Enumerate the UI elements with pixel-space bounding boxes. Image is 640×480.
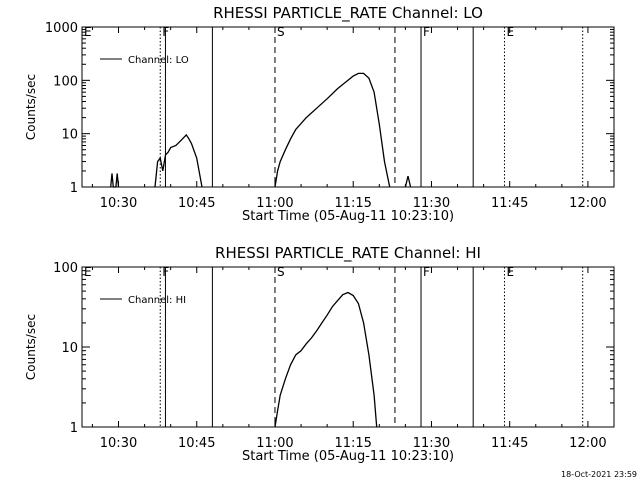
panel-0-x-tick-label: 12:00 <box>569 196 606 211</box>
panel-0-y-axis-label: Counts/sec <box>24 74 38 140</box>
panel-0-x-tick-label: 11:00 <box>256 196 293 211</box>
panel-1-x-tick-label: 11:45 <box>491 436 528 451</box>
panel-0-series-line <box>274 72 391 188</box>
panel-1-event-marker-label: F <box>423 265 430 279</box>
panel-0-x-tick-label: 10:30 <box>100 196 137 211</box>
panel-1-y-axis-label: Counts/sec <box>24 314 38 380</box>
panel-1-x-tick-label: 11:15 <box>334 436 371 451</box>
panel-0-event-marker-label: E <box>506 25 514 39</box>
panel-0-x-tick-label: 11:45 <box>491 196 528 211</box>
panel-1-series-line <box>274 291 378 428</box>
panel-1-legend-entry: Channel: HI <box>128 295 186 306</box>
panel-1-x-tick-label: 10:45 <box>178 436 215 451</box>
panel-0-legend-entry: Channel: LO <box>128 55 189 66</box>
panel-1-y-tick-label: 1 <box>70 421 78 436</box>
chart-panel-hi: RHESSI PARTICLE_RATE Channel: HI 10:30 10:… <box>24 244 615 464</box>
panel-0-chart-title: RHESSI PARTICLE_RATE Channel: LO <box>213 4 483 23</box>
panel-1-chart-title: RHESSI PARTICLE_RATE Channel: HI <box>215 244 481 263</box>
panel-1-y-tick-label: 100 <box>53 261 78 276</box>
panel-1-event-marker-label: S <box>277 265 285 279</box>
panel-1-x-tick-label: 10:30 <box>100 436 137 451</box>
panel-0-x-tick-label: 11:30 <box>413 196 450 211</box>
panel-0-series-line <box>110 173 120 188</box>
panel-0-y-tick-label: 10 <box>61 128 78 143</box>
panel-0-event-marker-label: E <box>84 25 92 39</box>
panel-0-event-marker-label: S <box>277 25 285 39</box>
panel-1-event-marker-label: E <box>84 265 92 279</box>
generation-timestamp: 18-Oct-2021 23:59 <box>561 470 637 479</box>
panel-0-y-tick-label: 1000 <box>45 21 78 36</box>
panel-0-series-line <box>154 133 203 188</box>
panel-0-y-tick-label: 1 <box>70 181 78 196</box>
panel-1-x-tick-label: 11:00 <box>256 436 293 451</box>
panel-1-plot-frame <box>81 266 615 428</box>
panel-0-series-line <box>404 175 412 188</box>
panel-0-event-marker-label: F <box>423 25 430 39</box>
panel-0-x-axis-label: Start Time (05-Aug-11 10:23:10) <box>242 209 454 224</box>
panel-0-y-tick-label: 100 <box>53 74 78 89</box>
chart-panel-lo: RHESSI PARTICLE_RATE Channel: LO 10:30 10:… <box>24 4 615 224</box>
panel-0-x-tick-label: 10:45 <box>178 196 215 211</box>
panel-1-y-tick-label: 10 <box>61 341 78 356</box>
panel-1-x-tick-label: 12:00 <box>569 436 606 451</box>
panel-1-x-tick-label: 11:30 <box>413 436 450 451</box>
panel-1-x-axis-label: Start Time (05-Aug-11 10:23:10) <box>242 449 454 464</box>
panel-0-x-tick-label: 11:15 <box>334 196 371 211</box>
panel-1-event-marker-label: E <box>506 265 514 279</box>
